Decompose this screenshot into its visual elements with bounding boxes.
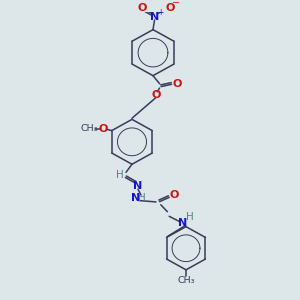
- Text: N: N: [131, 193, 140, 203]
- Text: O: O: [151, 90, 161, 100]
- Text: O: O: [99, 124, 108, 134]
- Text: CH₃: CH₃: [177, 276, 195, 285]
- Text: N: N: [178, 218, 188, 228]
- Text: H: H: [116, 169, 124, 180]
- Text: N: N: [150, 12, 159, 22]
- Text: CH₃: CH₃: [80, 124, 98, 133]
- Text: N: N: [134, 181, 142, 191]
- Text: H: H: [186, 212, 194, 223]
- Text: O: O: [173, 79, 182, 89]
- Text: +: +: [157, 8, 163, 17]
- Text: O: O: [165, 2, 175, 13]
- Text: H: H: [138, 193, 146, 203]
- Text: −: −: [172, 0, 180, 8]
- Text: O: O: [137, 2, 147, 13]
- Text: O: O: [170, 190, 179, 200]
